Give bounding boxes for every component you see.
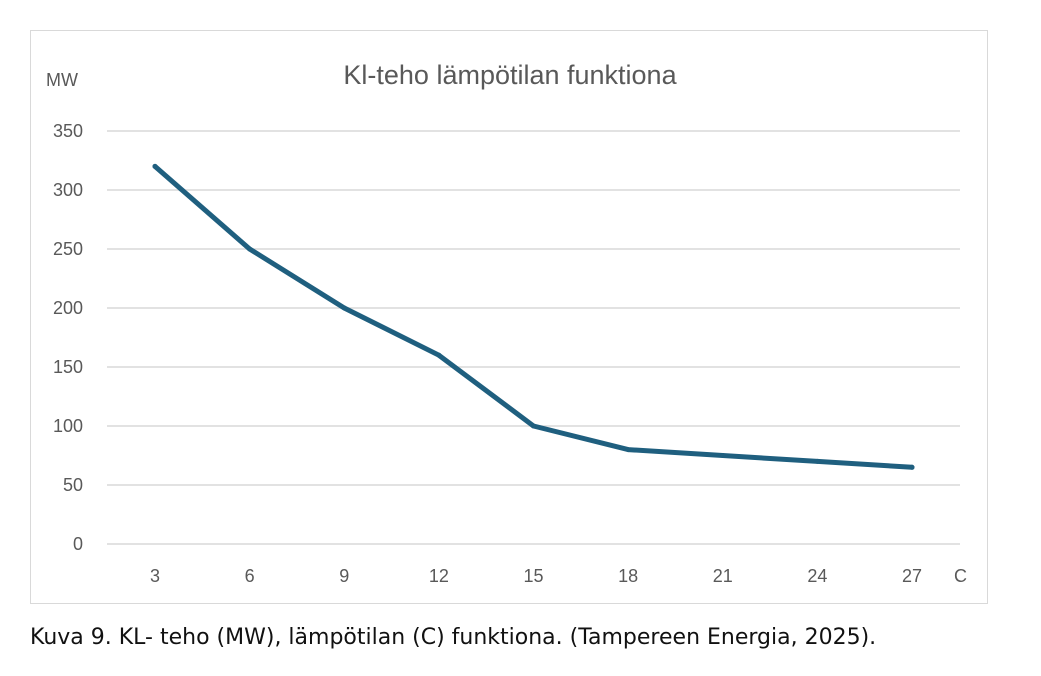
data-point [720, 453, 726, 458]
x-tick-label: 6 [245, 566, 255, 586]
chart-title: Kl-teho lämpötilan funktiona [343, 60, 677, 90]
y-tick-label: 250 [53, 239, 83, 259]
y-axis-ticks: 0 50 100 150 200 250 300 350 [53, 121, 83, 554]
y-tick-label: 150 [53, 357, 83, 377]
x-tick-label: 24 [807, 566, 827, 586]
series-line-0 [152, 163, 915, 470]
chart-frame [30, 30, 988, 604]
x-tick-label: 15 [523, 566, 543, 586]
y-tick-label: 200 [53, 298, 83, 318]
data-point [531, 423, 536, 429]
y-tick-label: 300 [53, 180, 83, 200]
figure-caption: Kuva 9. KL- teho (MW), lämpötilan (C) fu… [30, 625, 877, 650]
x-axis-ticks: 3 6 9 12 15 18 21 24 27 [150, 566, 922, 586]
x-tick-label: 3 [150, 566, 160, 586]
gridlines [107, 130, 960, 545]
data-point [247, 246, 253, 252]
x-tick-label: 21 [713, 566, 733, 586]
data-point [625, 447, 631, 453]
x-tick-label: 27 [902, 566, 922, 586]
x-tick-label: 18 [618, 566, 638, 586]
data-point [814, 458, 820, 464]
y-axis-label: MW [46, 70, 78, 90]
y-tick-label: 50 [63, 475, 83, 495]
y-tick-label: 0 [73, 534, 83, 554]
y-tick-label: 350 [53, 121, 83, 141]
x-tick-label: 9 [339, 566, 349, 586]
data-point [341, 305, 347, 311]
y-tick-label: 100 [53, 416, 83, 436]
x-axis-label: C [954, 566, 967, 586]
x-tick-label: 12 [429, 566, 449, 586]
series-layer [152, 163, 915, 470]
data-point [909, 464, 915, 470]
data-point [152, 163, 158, 169]
data-point [436, 352, 442, 358]
